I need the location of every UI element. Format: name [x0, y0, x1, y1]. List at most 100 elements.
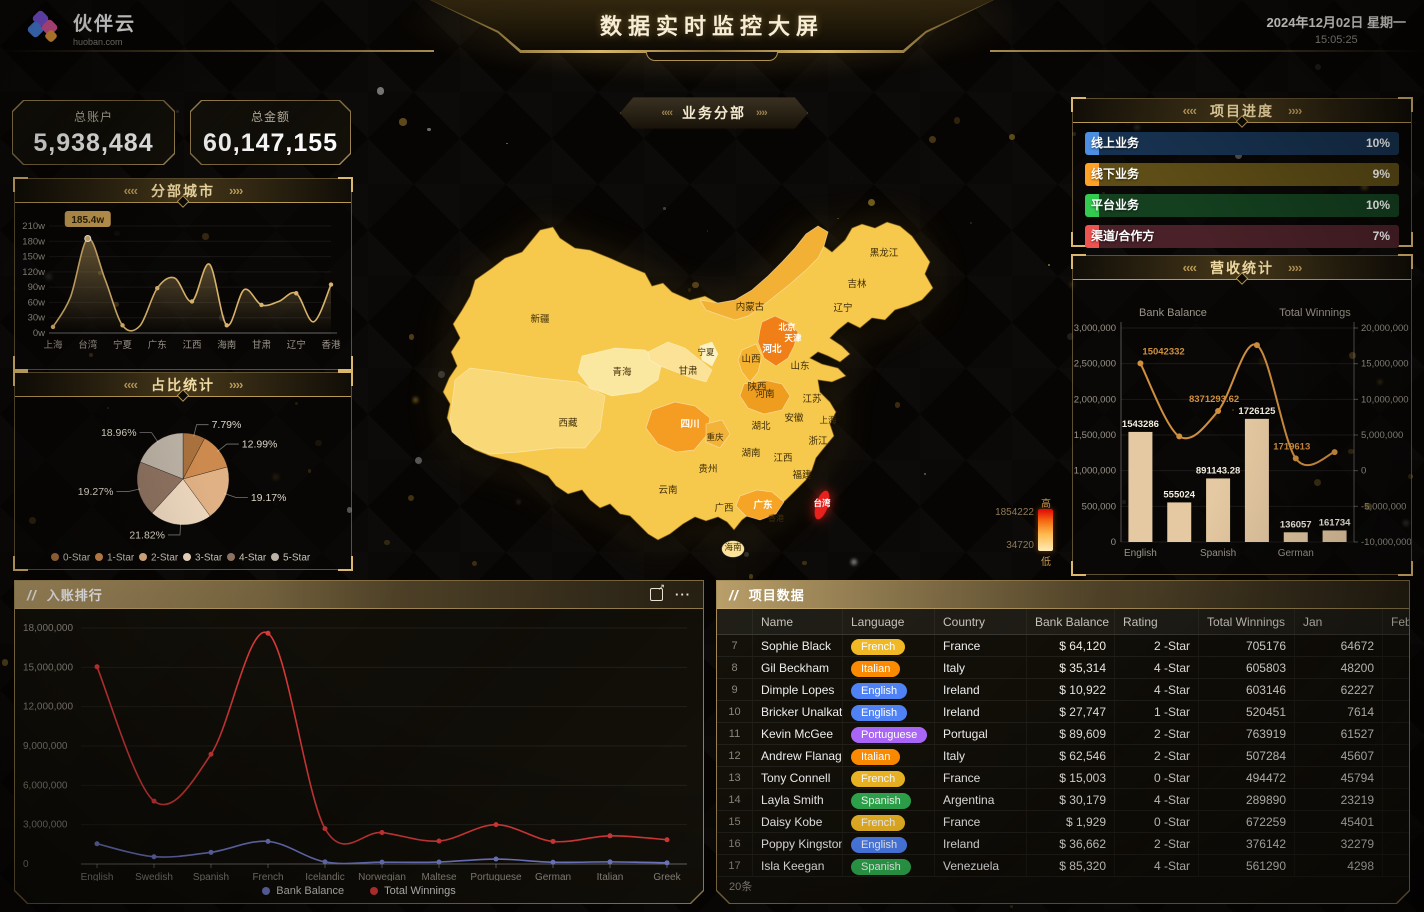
- title-banner: 数据实时监控大屏: [430, 0, 994, 53]
- svg-text:150w: 150w: [22, 252, 45, 263]
- svg-text:Norwegian: Norwegian: [358, 872, 406, 881]
- svg-text:新疆: 新疆: [530, 313, 550, 325]
- svg-text:5,000,000: 5,000,000: [1361, 430, 1403, 441]
- svg-text:宁夏: 宁夏: [113, 339, 133, 351]
- banner-notch: [646, 52, 778, 61]
- svg-text:0w: 0w: [33, 328, 45, 339]
- logo: 伙伴云 huoban.com: [26, 9, 136, 47]
- revenue-chart: Bank Balance Total Winnings 0 500,000 1,000,…: [1074, 307, 1412, 559]
- header-line-right: [990, 50, 1424, 52]
- svg-text:Greek: Greek: [653, 872, 681, 881]
- svg-text:湖北: 湖北: [751, 421, 771, 432]
- svg-text:海南: 海南: [724, 542, 741, 552]
- svg-text:15,000,000: 15,000,000: [23, 662, 73, 673]
- svg-text:1,500,000: 1,500,000: [1074, 430, 1116, 441]
- svg-text:广西: 广西: [714, 502, 733, 514]
- ranking-legend: Bank Balance Total Winnings: [15, 885, 703, 897]
- progress-bar: 平台业务 10%: [1085, 194, 1399, 217]
- stat-label: 总金额: [250, 109, 290, 124]
- revenue-panel: ‹‹‹‹ 营收统计 ›››› Bank Balance Total Winning…: [1071, 254, 1413, 575]
- arrows-right: ››››: [756, 107, 768, 119]
- panel-title: 入账排行: [46, 588, 103, 603]
- logo-domain: huoban.com: [73, 37, 123, 47]
- progress-bar: 线上业务 10%: [1085, 132, 1399, 155]
- map-title-pill: ‹‹‹‹ 业务分部 ››››: [620, 97, 808, 129]
- svg-text:黑龙江: 黑龙江: [870, 247, 899, 259]
- svg-text:20,000,000: 20,000,000: [1361, 323, 1409, 334]
- table-row: 11 Kevin McGee Portuguese Portugal $ 89,609 2…: [717, 723, 1409, 745]
- svg-text:3-Star: 3-Star: [195, 553, 223, 564]
- table-row: 14 Layla Smith Spanish Argentina $ 30,179 4 -…: [717, 789, 1409, 811]
- stat-value: 5,938,484: [33, 128, 154, 157]
- svg-text:宁夏: 宁夏: [697, 347, 715, 357]
- svg-text:12,000,000: 12,000,000: [23, 702, 73, 713]
- arrows-left: ‹‹‹‹: [661, 107, 673, 119]
- svg-text:18,000,000: 18,000,000: [23, 623, 73, 634]
- svg-text:90w: 90w: [28, 282, 46, 293]
- table-header-row: Name Language Country Bank Balance Rating Tot…: [717, 609, 1409, 635]
- branch-city-chart: 0w 30w 60w 90w 120w 150w 180w 210w 上海 台湾 宁夏 广东 江西 海南 甘…: [22, 211, 341, 351]
- svg-text:15042332: 15042332: [1142, 346, 1184, 357]
- svg-text:12.99%: 12.99%: [242, 439, 278, 451]
- svg-text:贵州: 贵州: [698, 463, 717, 475]
- project-data-panel: // 项目数据 Name Language Country Bank Balance R…: [716, 580, 1410, 904]
- svg-text:8371293.62: 8371293.62: [1189, 394, 1239, 405]
- more-icon[interactable]: ···: [675, 586, 691, 602]
- svg-text:500,000: 500,000: [1082, 501, 1116, 512]
- stat-card-total-amount: 总金额 60,147,155: [190, 100, 351, 165]
- export-icon[interactable]: [650, 588, 663, 601]
- svg-text:0: 0: [1361, 466, 1366, 477]
- svg-text:-5,000,000: -5,000,000: [1361, 501, 1406, 512]
- legend-item-total-winnings: Total Winnings: [370, 885, 456, 897]
- table-row: 13 Tony Connell French France $ 15,003 0 -Sta…: [717, 767, 1409, 789]
- ranking-chart: 0 3,000,000 6,000,000 9,000,000 12,000,000 15…: [15, 609, 703, 881]
- datetime: 2024年12月02日 星期一 15:05:25: [1267, 12, 1406, 46]
- svg-text:Italian: Italian: [597, 872, 624, 881]
- svg-text:重庆: 重庆: [706, 432, 724, 442]
- svg-text:185.4w: 185.4w: [71, 215, 104, 226]
- svg-text:German: German: [535, 872, 571, 881]
- svg-text:3,000,000: 3,000,000: [1074, 323, 1116, 334]
- svg-text:1719613: 1719613: [1273, 441, 1310, 452]
- svg-text:山东: 山东: [790, 360, 809, 372]
- arrows-left: ‹‹‹‹: [123, 183, 138, 198]
- panel-header: // 项目数据: [717, 581, 1409, 609]
- ratio-pie-chart: 7.79%12.99% 19.17% 21.82% 19.27% 18.96% 0-Sta…: [51, 419, 311, 564]
- svg-text:1-Star: 1-Star: [107, 553, 135, 564]
- svg-text:上海: 上海: [43, 339, 63, 351]
- map-title: 业务分部: [682, 105, 746, 121]
- svg-text:广东: 广东: [148, 339, 167, 351]
- date-text: 2024年12月02日 星期一: [1266, 15, 1406, 30]
- svg-text:Maltese: Maltese: [421, 872, 456, 881]
- logo-name: 伙伴云: [73, 14, 137, 35]
- svg-text:French: French: [252, 872, 283, 881]
- map-legend: 高 低 1854222 34720: [995, 497, 1068, 568]
- svg-text:21.82%: 21.82%: [129, 529, 165, 541]
- panel-title: 营收统计: [1210, 259, 1274, 276]
- svg-text:内蒙古: 内蒙古: [736, 301, 765, 313]
- stat-card-total-accounts: 总账户 5,938,484: [12, 100, 175, 165]
- header-line-left: [0, 50, 434, 52]
- legend-gradient-bar: [1038, 509, 1053, 551]
- svg-text:6,000,000: 6,000,000: [23, 780, 68, 791]
- arrows-right: ››››: [229, 377, 243, 392]
- arrows-right: ››››: [1288, 260, 1302, 275]
- svg-text:210w: 210w: [22, 221, 45, 232]
- stat-value: 60,147,155: [202, 128, 339, 157]
- svg-text:山西: 山西: [741, 354, 760, 365]
- svg-text:甘肃: 甘肃: [678, 365, 697, 377]
- svg-text:1,000,000: 1,000,000: [1074, 466, 1116, 477]
- svg-text:Bank Balance: Bank Balance: [1139, 307, 1207, 319]
- arrows-left: ‹‹‹‹: [123, 377, 138, 392]
- svg-text:台湾: 台湾: [78, 339, 98, 351]
- ratio-panel: ‹‹‹‹ 占比统计 ›››› 7.79% 12.99% 19.17% 21.82% 19…: [13, 371, 353, 570]
- svg-text:北京: 北京: [778, 322, 796, 332]
- svg-text:青海: 青海: [612, 366, 632, 378]
- svg-text:891143.28: 891143.28: [1196, 465, 1240, 476]
- svg-text:555024: 555024: [1163, 489, 1195, 500]
- svg-text:湖南: 湖南: [741, 447, 760, 459]
- svg-text:120w: 120w: [22, 267, 45, 278]
- svg-text:1726125: 1726125: [1238, 406, 1276, 417]
- svg-text:江西: 江西: [182, 340, 201, 351]
